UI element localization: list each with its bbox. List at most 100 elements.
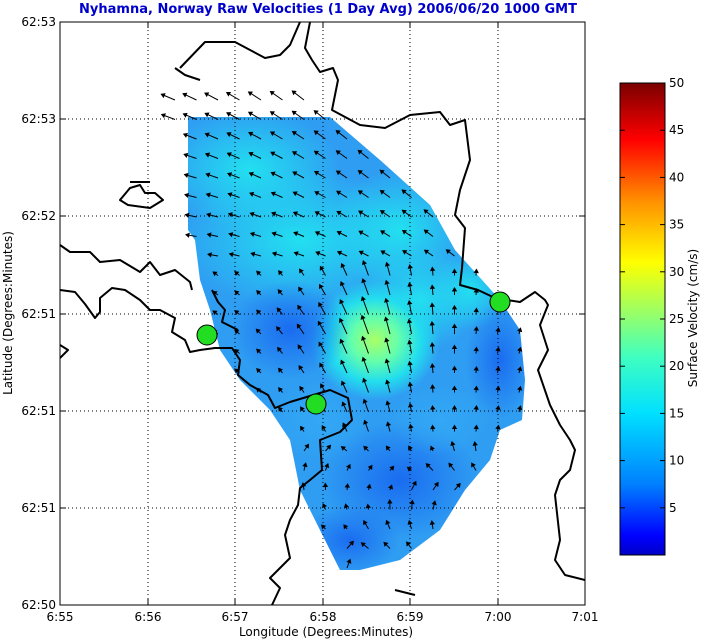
velocity-arrowhead	[384, 279, 390, 285]
velocity-arrowhead	[249, 211, 255, 217]
velocity-arrowhead	[271, 211, 277, 217]
velocity-arrowhead	[182, 112, 188, 118]
velocity-arrowhead	[407, 360, 413, 366]
velocity-arrowhead	[407, 299, 413, 305]
velocity-arrowhead	[409, 499, 415, 505]
velocity-arrowhead	[314, 191, 320, 196]
velocity-arrowhead	[256, 348, 262, 354]
velocity-arrowhead	[212, 310, 218, 316]
velocity-arrowhead	[269, 131, 276, 137]
velocity-arrowhead	[361, 335, 367, 341]
velocity-arrowhead	[348, 540, 354, 546]
velocity-arrowhead	[228, 251, 234, 258]
velocity-arrowhead	[343, 524, 349, 530]
velocity-arrowhead	[160, 113, 166, 119]
velocity-arrowhead	[256, 270, 262, 276]
velocity-arrowhead	[406, 541, 411, 547]
velocity-arrowhead	[299, 385, 305, 392]
velocity-arrowhead	[407, 519, 413, 525]
velocity-arrowhead	[429, 363, 436, 368]
velocity-arrowhead	[385, 519, 391, 525]
velocity-arrowhead	[248, 151, 254, 157]
velocity-arrowhead	[204, 152, 211, 158]
velocity-arrowhead	[318, 341, 324, 347]
velocity-arrowhead	[451, 424, 458, 430]
velocity-arrowhead	[379, 210, 386, 215]
velocity-arrowhead	[314, 211, 320, 216]
x-tick-label: 6:56	[135, 610, 162, 624]
velocity-vectors	[160, 90, 523, 569]
velocity-arrowhead	[517, 346, 523, 352]
velocity-arrowhead	[278, 270, 283, 276]
velocity-arrowhead	[206, 212, 212, 218]
velocity-arrowhead	[379, 169, 385, 175]
velocity-arrowhead	[367, 464, 373, 470]
station-marker[interactable]	[196, 324, 218, 346]
velocity-arrowhead	[455, 482, 461, 489]
velocity-arrowhead	[425, 463, 431, 469]
velocity-arrowhead	[321, 424, 327, 431]
velocity-arrowhead	[517, 405, 523, 411]
velocity-arrowhead	[318, 301, 323, 308]
velocity-arrowhead	[473, 385, 479, 391]
velocity-arrowhead	[228, 232, 234, 238]
velocity-arrowhead	[322, 503, 328, 509]
velocity-arrowhead	[276, 307, 282, 313]
velocity-arrowhead	[389, 465, 395, 471]
velocity-arrowhead	[445, 249, 451, 255]
velocity-arrowhead	[340, 262, 346, 269]
velocity-arrowhead	[379, 189, 385, 195]
velocity-arrowhead	[385, 421, 392, 427]
velocity-arrowhead	[363, 445, 369, 451]
x-tick-label: 6:58	[310, 610, 337, 624]
velocity-arrowhead	[358, 250, 364, 256]
velocity-arrowhead	[401, 209, 407, 215]
tick-marks	[60, 22, 585, 605]
station-marker[interactable]	[305, 393, 327, 415]
velocity-arrowhead	[234, 348, 240, 354]
velocity-arrowhead	[362, 398, 368, 404]
velocity-arrowhead	[517, 385, 523, 391]
velocity-arrowhead	[184, 212, 190, 219]
velocity-arrowhead	[212, 271, 218, 277]
velocity-arrowhead	[340, 380, 346, 386]
colorbar-tick-label: 45	[669, 123, 684, 137]
velocity-arrowhead	[471, 462, 476, 468]
velocity-arrowhead	[207, 252, 212, 258]
velocity-arrowhead	[401, 229, 408, 235]
velocity-arrowhead	[340, 359, 346, 365]
velocity-arrowhead	[473, 288, 479, 293]
station-marker[interactable]	[489, 291, 511, 313]
velocity-arrowhead	[302, 462, 308, 468]
colorbar-ticks: 5 10 15 20 25 30 35 40 45 50	[620, 76, 684, 515]
velocity-arrowhead	[296, 323, 302, 329]
velocity-arrowhead	[429, 445, 435, 451]
velocity-arrowhead	[297, 304, 303, 310]
y-tick-label: 62:51	[21, 404, 56, 418]
velocity-arrowhead	[291, 130, 297, 136]
velocity-arrowhead	[430, 424, 436, 430]
colorbar-tick-label: 15	[669, 406, 684, 420]
velocity-arrowhead	[429, 342, 436, 347]
x-tick-labels: 6:55 6:56 6:57 6:58 6:59 7:00 7:01	[47, 610, 599, 624]
velocity-arrowhead	[234, 329, 240, 335]
velocity-arrowhead	[300, 406, 305, 412]
velocity-arrowhead	[247, 111, 254, 117]
colorbar-tick-label: 30	[669, 265, 684, 279]
velocity-arrowhead	[343, 503, 350, 509]
velocity-arrowhead	[473, 307, 479, 313]
velocity-arrowhead	[423, 209, 429, 215]
velocity-arrowhead	[299, 268, 304, 274]
velocity-arrowhead	[293, 251, 299, 257]
velocity-arrowhead	[256, 309, 262, 315]
velocity-arrowhead	[182, 132, 188, 138]
velocity-arrowhead	[517, 327, 523, 333]
velocity-arrowhead	[277, 346, 282, 353]
velocity-arrowhead	[319, 265, 325, 271]
velocity-arrowhead	[256, 368, 262, 374]
velocity-arrowhead	[291, 110, 297, 116]
velocity-arrowhead	[433, 481, 439, 487]
velocity-arrowhead	[357, 190, 364, 196]
velocity-arrowhead	[269, 90, 275, 96]
